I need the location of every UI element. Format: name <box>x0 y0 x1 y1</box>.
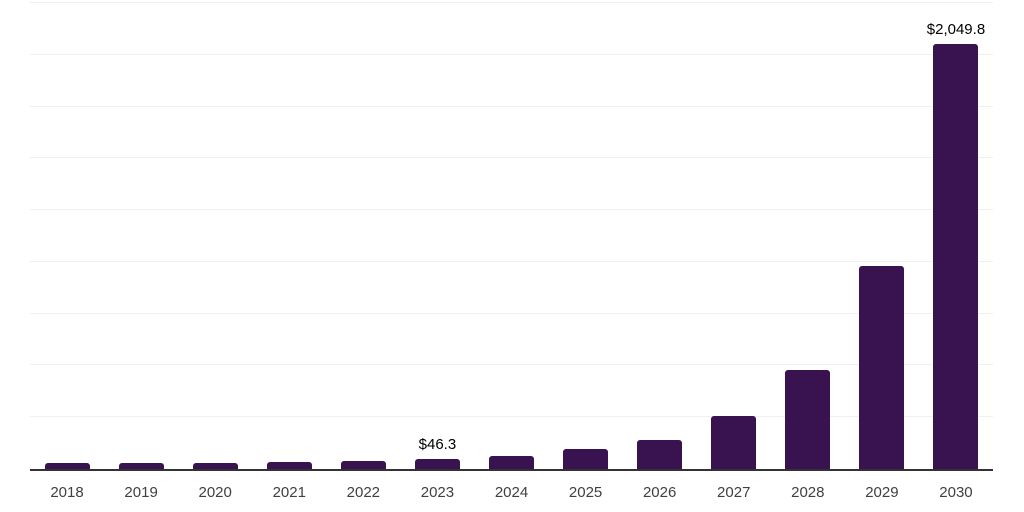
x-tick-label: 2021 <box>272 484 306 501</box>
gridline <box>30 312 993 314</box>
bar-slot <box>30 3 104 469</box>
bar-2018 <box>44 463 90 469</box>
bar-slot: $46.3 <box>400 3 474 469</box>
bar-2026 <box>637 439 683 469</box>
plot-area: $46.3 $2,049.8 <box>30 2 993 471</box>
bar-slot <box>252 3 326 469</box>
gridline <box>30 364 993 366</box>
bar-2020 <box>192 462 238 469</box>
bar-slot <box>549 3 623 469</box>
x-tick-label: 2022 <box>346 484 381 501</box>
x-tick-label: 2029 <box>865 484 899 501</box>
bar-slot <box>474 3 548 469</box>
x-tick-label: 2028 <box>791 484 825 501</box>
gridline <box>30 157 993 159</box>
x-tick-label: 2027 <box>717 484 751 501</box>
bar-slot: $2,049.8 <box>919 3 993 469</box>
gridline <box>30 209 993 211</box>
bar-2023 <box>414 459 460 469</box>
bar-value-label: $2,049.8 <box>926 21 986 39</box>
bar-slot <box>845 3 919 469</box>
bar-2022 <box>340 461 386 469</box>
gridline <box>30 260 993 262</box>
bar-2029 <box>859 266 905 469</box>
bar-2024 <box>489 455 534 469</box>
x-tick-label: 2030 <box>939 484 973 501</box>
gridline <box>30 53 993 55</box>
x-axis-labels: 2018 2019 2020 2021 2022 2023 2024 2025 2026 2027… <box>30 484 993 501</box>
bar-value-label: $46.3 <box>418 436 457 454</box>
gridline <box>30 2 993 3</box>
bar-2025 <box>563 449 609 469</box>
bar-2021 <box>266 462 312 469</box>
bar-slot <box>178 3 252 469</box>
bar-2030 <box>933 44 979 469</box>
x-tick-label: 2026 <box>642 484 677 501</box>
x-tick-label: 2025 <box>568 484 603 501</box>
bar-2027 <box>711 416 757 469</box>
bar-slot <box>104 3 178 469</box>
bar-slot <box>623 3 697 469</box>
bar-series: $46.3 $2,049.8 <box>30 3 993 469</box>
bar-slot <box>697 3 771 469</box>
x-tick-label: 2024 <box>494 484 529 501</box>
gridline <box>30 105 993 107</box>
gridline <box>30 416 993 418</box>
x-tick-label: 2018 <box>50 484 84 501</box>
bar-slot <box>326 3 400 469</box>
x-tick-label: 2019 <box>124 484 158 501</box>
x-tick-label: 2020 <box>198 484 232 501</box>
x-tick-label: 2023 <box>420 484 455 501</box>
bar-2028 <box>785 369 831 469</box>
bar-2019 <box>118 463 164 469</box>
bar-slot <box>771 3 845 469</box>
